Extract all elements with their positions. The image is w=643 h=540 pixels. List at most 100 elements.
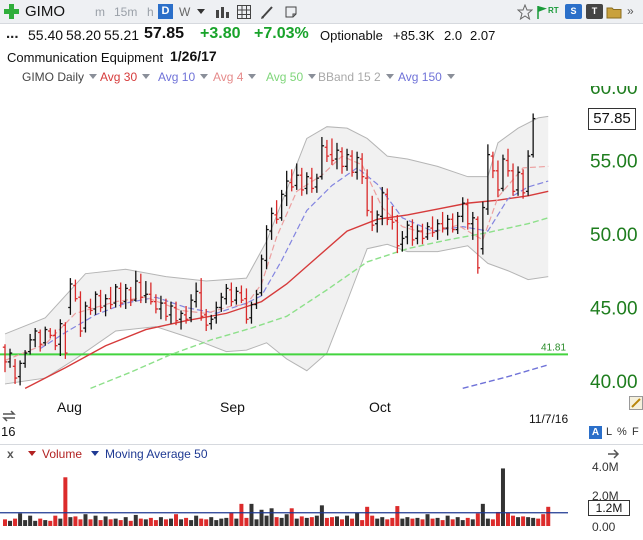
volume-bar (33, 520, 38, 526)
volume-chart[interactable] (0, 462, 643, 540)
ohlc-bar (380, 186, 385, 226)
toolbar-more-button[interactable]: » (627, 4, 634, 18)
period-daily[interactable]: D (158, 4, 173, 19)
ohlc-bar (254, 289, 259, 309)
volume-bar (485, 518, 490, 526)
ohlc-bar (294, 163, 299, 190)
volume-bar (370, 515, 375, 526)
ohlc-bar (470, 211, 475, 240)
optionable-label: Optionable (320, 28, 383, 43)
add-symbol-icon[interactable] (4, 4, 19, 19)
legend-item[interactable]: Avg 30 (100, 70, 151, 84)
ohlc-bar (113, 283, 118, 308)
volume-bar (541, 514, 546, 526)
volume-bar (153, 520, 158, 526)
volume-bar (234, 518, 239, 526)
legend-item[interactable]: BBand 15 2 (318, 70, 394, 84)
volume-bar (23, 520, 28, 526)
legend-item[interactable]: GIMO Daily (22, 70, 98, 84)
flag-icon[interactable] (535, 4, 551, 20)
legend-item[interactable]: Avg 4 (213, 70, 257, 84)
volume-title[interactable]: Volume (42, 447, 83, 461)
ohlc-bar (339, 147, 345, 174)
legend-caret-icon[interactable] (142, 74, 151, 79)
legend-caret-icon[interactable] (200, 74, 209, 79)
chart-style-icon[interactable] (214, 4, 230, 20)
volume-bar (108, 519, 113, 526)
volume-close-button[interactable]: x (7, 447, 14, 461)
bband-fill (5, 116, 549, 384)
volume-bar (531, 517, 536, 526)
volume-bar (440, 520, 445, 526)
percent-scale-button[interactable]: % (617, 426, 627, 438)
volume-ma-caret-icon[interactable] (91, 447, 99, 461)
ohlc-bar (73, 279, 78, 302)
quote-menu-button[interactable]: ... (6, 25, 19, 42)
volume-bar (289, 508, 294, 526)
pencil-icon[interactable] (629, 396, 643, 410)
volume-bar (455, 517, 460, 526)
ohlc-bar (224, 283, 229, 305)
period-weekly[interactable]: W (179, 5, 191, 19)
fit-button[interactable]: F (632, 426, 639, 438)
ohlc-bar (93, 291, 98, 315)
quote-high: 58.20 (66, 27, 102, 43)
legend-caret-icon[interactable] (308, 74, 317, 79)
volume-bar (345, 515, 350, 526)
ohlc-bar (2, 344, 8, 373)
log-scale-button[interactable]: L (606, 426, 613, 438)
legend-item[interactable]: Avg 10 (158, 70, 209, 84)
ohlc-bar (510, 163, 516, 196)
ohlc-bar (304, 172, 309, 195)
period-hour[interactable]: h (147, 5, 154, 19)
ohlc-bar (118, 282, 123, 308)
period-minute[interactable]: m (95, 5, 105, 19)
volume-bar (350, 518, 355, 526)
draw-icon[interactable] (259, 4, 275, 20)
legend-caret-icon[interactable] (89, 74, 98, 79)
price-chart[interactable]: 41.81 60.00 55.00 50.00 45.00 40.00 (0, 86, 643, 438)
legend-item[interactable]: Avg 150 (398, 70, 455, 84)
volume-ma-label[interactable]: Moving Average 50 (105, 447, 208, 461)
quote-last: 57.85 (144, 25, 185, 42)
legend-caret-icon[interactable] (248, 74, 257, 79)
grid-icon[interactable] (236, 4, 252, 20)
industry-date: 1/26/17 (170, 48, 217, 64)
volume-panel-arrow-icon[interactable] (606, 448, 620, 460)
price-axis-label: 55.00 (590, 152, 638, 173)
auto-scale-button[interactable]: A (589, 426, 602, 439)
folder-icon[interactable] (606, 4, 622, 20)
volume-caret-icon[interactable] (28, 447, 36, 461)
volume-bar (420, 519, 425, 526)
ohlc-bar (188, 294, 194, 323)
ohlc-bar (455, 211, 460, 234)
period-dropdown-icon[interactable] (197, 9, 205, 14)
swap-icon[interactable] (1, 409, 17, 423)
ohlc-bar (515, 166, 521, 196)
volume-bar (334, 516, 339, 526)
t-button[interactable]: T (586, 4, 603, 19)
volume-bar (53, 515, 58, 526)
ohlc-bar (128, 286, 133, 307)
star-icon[interactable] (517, 4, 533, 20)
ohlc-bar (435, 219, 440, 240)
ohlc-bar (520, 169, 526, 199)
note-icon[interactable] (283, 4, 299, 20)
volume-axis-label: 2.0M (592, 489, 619, 503)
volume-bar (184, 517, 189, 526)
volume-bar (88, 519, 93, 526)
volume-axis-label: 4.0M (592, 460, 619, 474)
period-15-minute[interactable]: 15m (114, 5, 138, 19)
ohlc-bar (17, 360, 23, 386)
ohlc-bar (214, 301, 219, 324)
s-button[interactable]: S (565, 4, 582, 19)
volume-bar (158, 517, 163, 526)
legend-item[interactable]: Avg 50 (266, 70, 317, 84)
volume-bar (390, 517, 395, 526)
chart-end-date: 11/7/16 (529, 412, 569, 426)
ohlc-bar (148, 282, 154, 305)
legend-caret-icon[interactable] (446, 74, 455, 79)
ohlc-bar (7, 348, 13, 368)
legend-caret-icon[interactable] (385, 74, 394, 79)
symbol-field[interactable]: GIMO (25, 3, 65, 20)
